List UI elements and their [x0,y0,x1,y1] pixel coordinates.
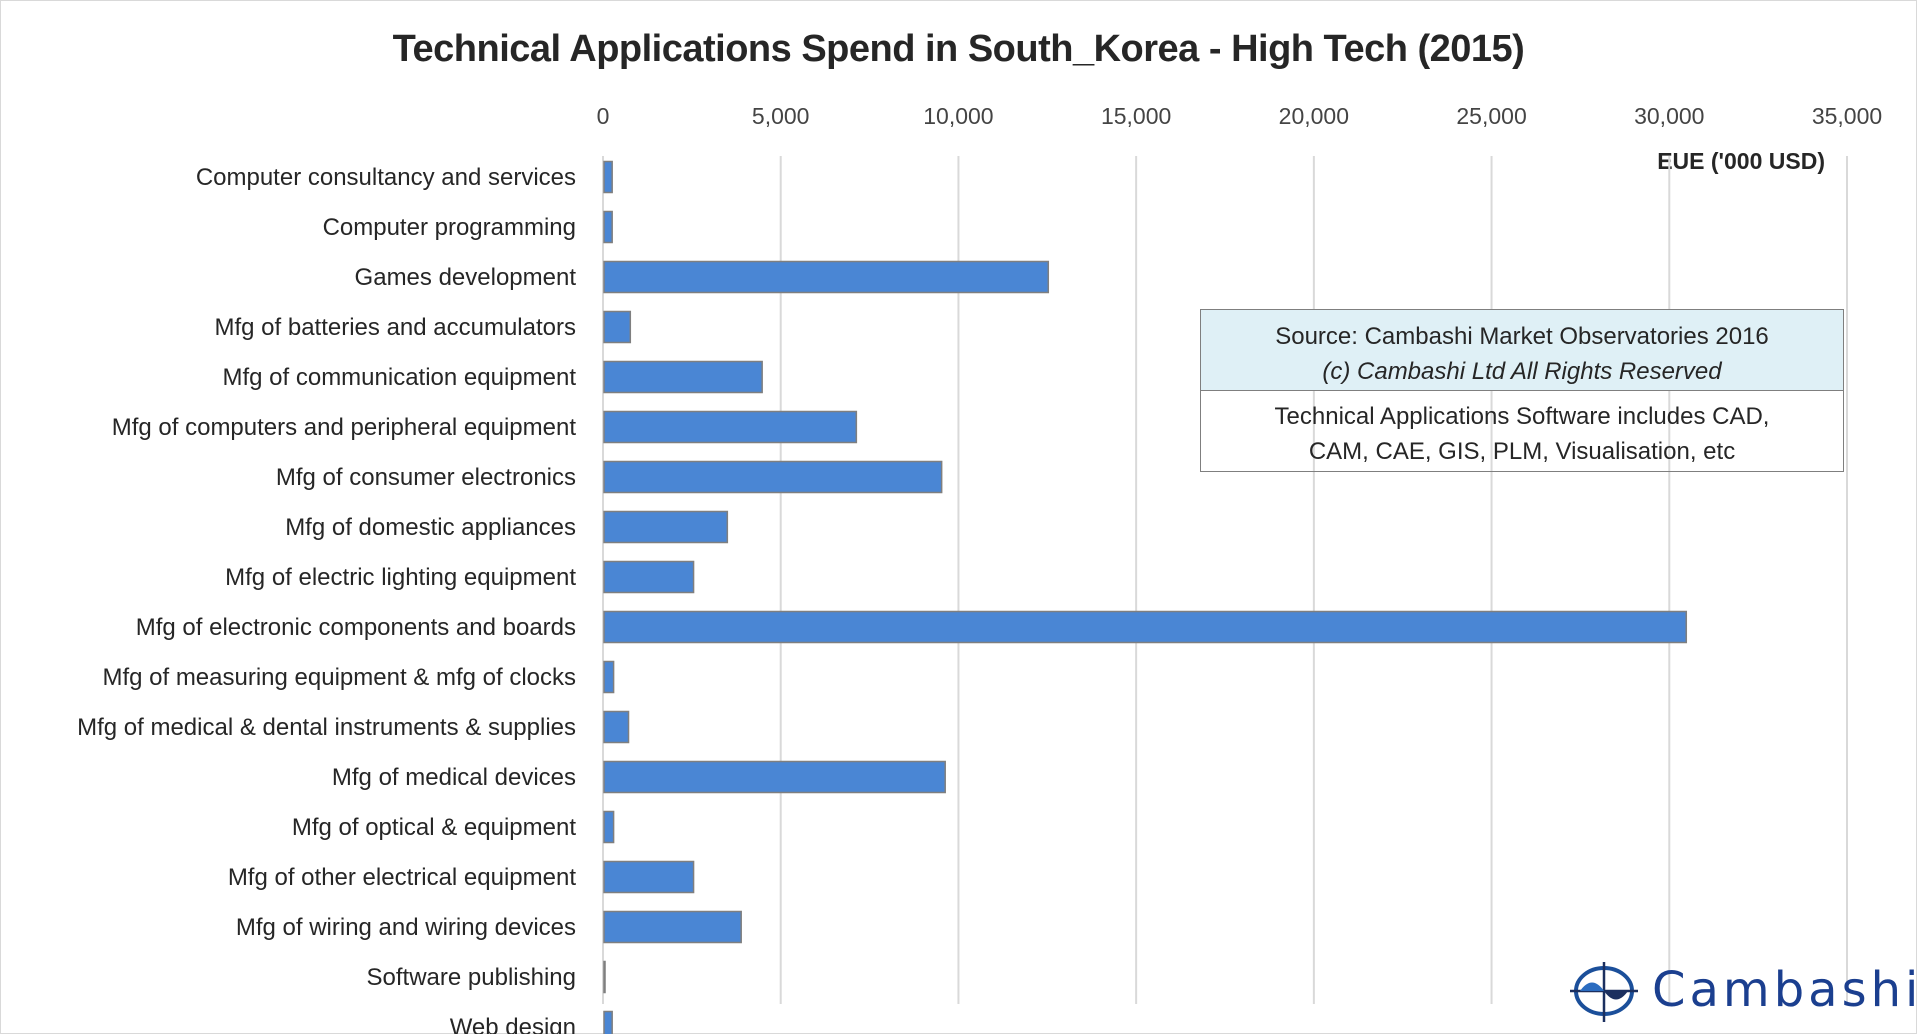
bar [603,910,742,944]
bar [603,660,615,694]
category-label: Computer consultancy and services [196,164,576,191]
bar [603,610,1688,644]
x-tick-label: 30,000 [1634,103,1704,129]
x-tick-label: 20,000 [1279,103,1349,129]
category-label: Mfg of medical devices [332,764,576,791]
bar [603,310,632,344]
x-tick-label: 0 [597,103,610,129]
category-label: Mfg of electronic components and boards [136,614,576,641]
x-tick-label: 15,000 [1101,103,1171,129]
bar [603,560,695,594]
x-tick-label: 5,000 [752,103,810,129]
category-label: Mfg of wiring and wiring devices [236,914,576,941]
bar [603,210,613,244]
bar [603,160,613,194]
bar [603,510,729,544]
x-tick-label: 25,000 [1456,103,1526,129]
category-label: Mfg of communication equipment [222,364,576,391]
source-section: Source: Cambashi Market Observatories 20… [1201,310,1843,391]
category-label: Mfg of measuring equipment & mfg of cloc… [102,664,576,691]
bar [603,460,943,494]
chart-title: Technical Applications Spend in South_Ko… [392,28,1525,70]
includes-line-2: CAM, CAE, GIS, PLM, Visualisation, etc [1308,438,1736,465]
includes-section: Technical Applications Software includes… [1201,391,1843,469]
logo-text: Cambashi [1652,962,1917,1018]
category-label: Mfg of computers and peripheral equipmen… [112,414,577,441]
x-tick-label: 10,000 [923,103,993,129]
category-label: Mfg of medical & dental instruments & su… [77,714,576,741]
bar [603,360,763,394]
source-note-box: Source: Cambashi Market Observatories 20… [1200,309,1844,472]
x-tick-label: 35,000 [1812,103,1882,129]
source-text: Source: Cambashi Market Observatories 20… [1275,323,1769,350]
bar [603,260,1050,294]
bar [603,410,858,444]
category-label: Web design [450,1014,576,1034]
cambashi-globe-icon [1570,962,1638,1022]
bar [603,1010,613,1034]
cambashi-logo: Cambashi [1566,958,1917,1024]
category-label: Games development [355,264,577,291]
category-label: Mfg of optical & equipment [292,814,576,841]
bar [603,860,695,894]
bar [603,960,606,994]
bar [603,760,946,794]
copyright-text: (c) Cambashi Ltd All Rights Reserved [1322,358,1722,385]
includes-line-1: Technical Applications Software includes… [1274,403,1770,430]
category-label: Mfg of electric lighting equipment [225,564,576,591]
category-label: Mfg of batteries and accumulators [214,314,576,341]
bar [603,710,630,744]
x-axis-label: EUE ('000 USD) [1657,148,1825,174]
bar [603,810,615,844]
category-label: Computer programming [323,214,576,241]
category-label: Mfg of domestic appliances [285,514,576,541]
category-label: Software publishing [367,964,576,991]
category-label: Mfg of consumer electronics [276,464,576,491]
category-label: Mfg of other electrical equipment [228,864,577,891]
